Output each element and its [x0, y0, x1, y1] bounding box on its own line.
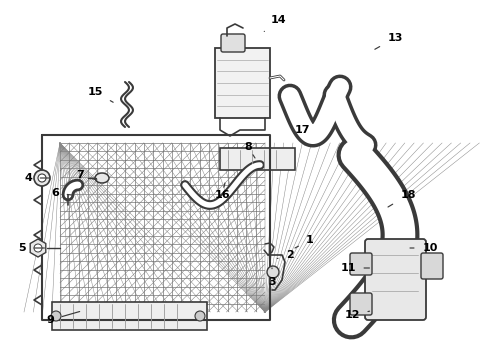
- FancyBboxPatch shape: [365, 239, 426, 320]
- Text: 4: 4: [24, 173, 49, 183]
- Text: 9: 9: [46, 311, 80, 325]
- Circle shape: [34, 244, 42, 252]
- Text: 1: 1: [295, 235, 314, 248]
- Text: 3: 3: [268, 268, 276, 287]
- FancyBboxPatch shape: [52, 302, 207, 330]
- Text: 16: 16: [214, 183, 230, 200]
- Text: 12: 12: [344, 310, 369, 320]
- Bar: [42, 135, 270, 320]
- Text: 11: 11: [340, 263, 369, 273]
- Text: 14: 14: [264, 15, 286, 31]
- Ellipse shape: [95, 173, 109, 183]
- Circle shape: [195, 311, 205, 321]
- Text: 13: 13: [375, 33, 403, 49]
- Text: 17: 17: [294, 125, 310, 145]
- FancyBboxPatch shape: [221, 34, 245, 52]
- Text: 15: 15: [87, 87, 113, 102]
- FancyBboxPatch shape: [215, 48, 270, 118]
- Circle shape: [34, 170, 50, 186]
- FancyBboxPatch shape: [350, 293, 372, 315]
- Text: 7: 7: [76, 170, 97, 180]
- FancyBboxPatch shape: [421, 253, 443, 279]
- Text: 5: 5: [18, 243, 45, 253]
- Circle shape: [267, 266, 279, 278]
- Text: 6: 6: [51, 188, 72, 198]
- Circle shape: [51, 311, 61, 321]
- Text: 18: 18: [388, 190, 416, 207]
- Text: 2: 2: [277, 250, 294, 260]
- Circle shape: [38, 174, 46, 182]
- FancyBboxPatch shape: [220, 148, 295, 170]
- Text: 8: 8: [244, 142, 255, 158]
- FancyBboxPatch shape: [350, 253, 372, 275]
- Text: 10: 10: [410, 243, 438, 253]
